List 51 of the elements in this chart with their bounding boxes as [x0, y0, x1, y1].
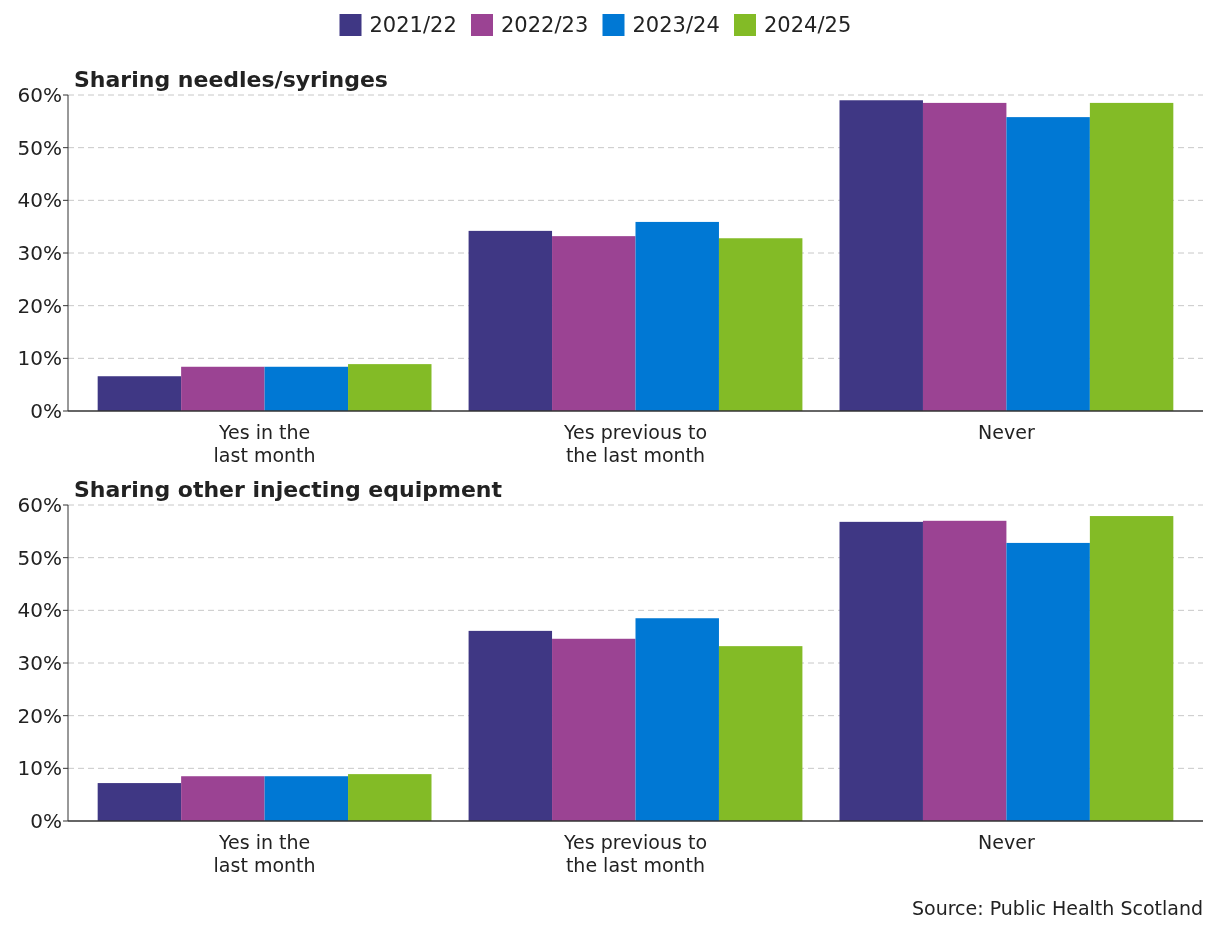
- y-tick-label: 40%: [17, 598, 62, 623]
- bar: [181, 776, 265, 821]
- bar: [922, 520, 1007, 821]
- legend-label: 2024/25: [764, 13, 852, 38]
- y-tick-label: 20%: [17, 293, 62, 318]
- legend-label: 2021/22: [369, 13, 457, 38]
- bar: [181, 366, 265, 411]
- bar: [1006, 117, 1090, 411]
- bar: [718, 238, 803, 411]
- x-tick-label: Never: [978, 421, 1035, 443]
- bar: [264, 776, 349, 821]
- y-tick-label: 30%: [17, 651, 62, 675]
- bar: [839, 521, 923, 821]
- y-tick-label: 50%: [17, 135, 62, 160]
- x-tick-label: Yes previous to the last month: [562, 831, 708, 876]
- bar: [552, 236, 636, 411]
- y-tick-label: 10%: [17, 756, 62, 781]
- y-tick-label: 40%: [17, 188, 62, 213]
- x-tick-label: Never: [978, 831, 1035, 853]
- bar: [1006, 542, 1090, 821]
- bar: [97, 783, 182, 821]
- x-tick-label: Yes previous to the last month: [562, 421, 708, 466]
- y-tick-label: 60%: [17, 83, 62, 107]
- bar: [468, 230, 553, 411]
- bar: [348, 364, 432, 411]
- chart-title: Sharing other injecting equipment: [74, 477, 503, 502]
- bar: [97, 376, 182, 411]
- x-tick-label: Yes in the last month: [213, 421, 316, 466]
- bar: [264, 366, 349, 411]
- bar: [635, 618, 719, 821]
- y-tick-label: 60%: [17, 493, 62, 517]
- bar: [635, 221, 719, 411]
- legend-label: 2022/23: [501, 13, 589, 38]
- x-tick-label: Yes in the last month: [213, 831, 316, 876]
- y-tick-label: 50%: [17, 545, 62, 570]
- bar: [1089, 102, 1174, 411]
- y-tick-label: 30%: [17, 241, 62, 265]
- bar: [1089, 516, 1174, 821]
- legend-label: 2023/24: [632, 13, 720, 38]
- y-tick-label: 0%: [30, 809, 62, 833]
- chart-title: Sharing needles/syringes: [74, 67, 388, 92]
- bar: [922, 102, 1007, 411]
- bar: [348, 774, 432, 821]
- bar: [552, 638, 636, 821]
- source-note: Source: Public Health Scotland: [911, 897, 1203, 919]
- y-tick-label: 20%: [17, 703, 62, 728]
- bar: [718, 646, 803, 821]
- bar: [468, 630, 553, 821]
- y-tick-label: 10%: [17, 346, 62, 371]
- bar: [839, 100, 923, 411]
- y-tick-label: 0%: [30, 399, 62, 423]
